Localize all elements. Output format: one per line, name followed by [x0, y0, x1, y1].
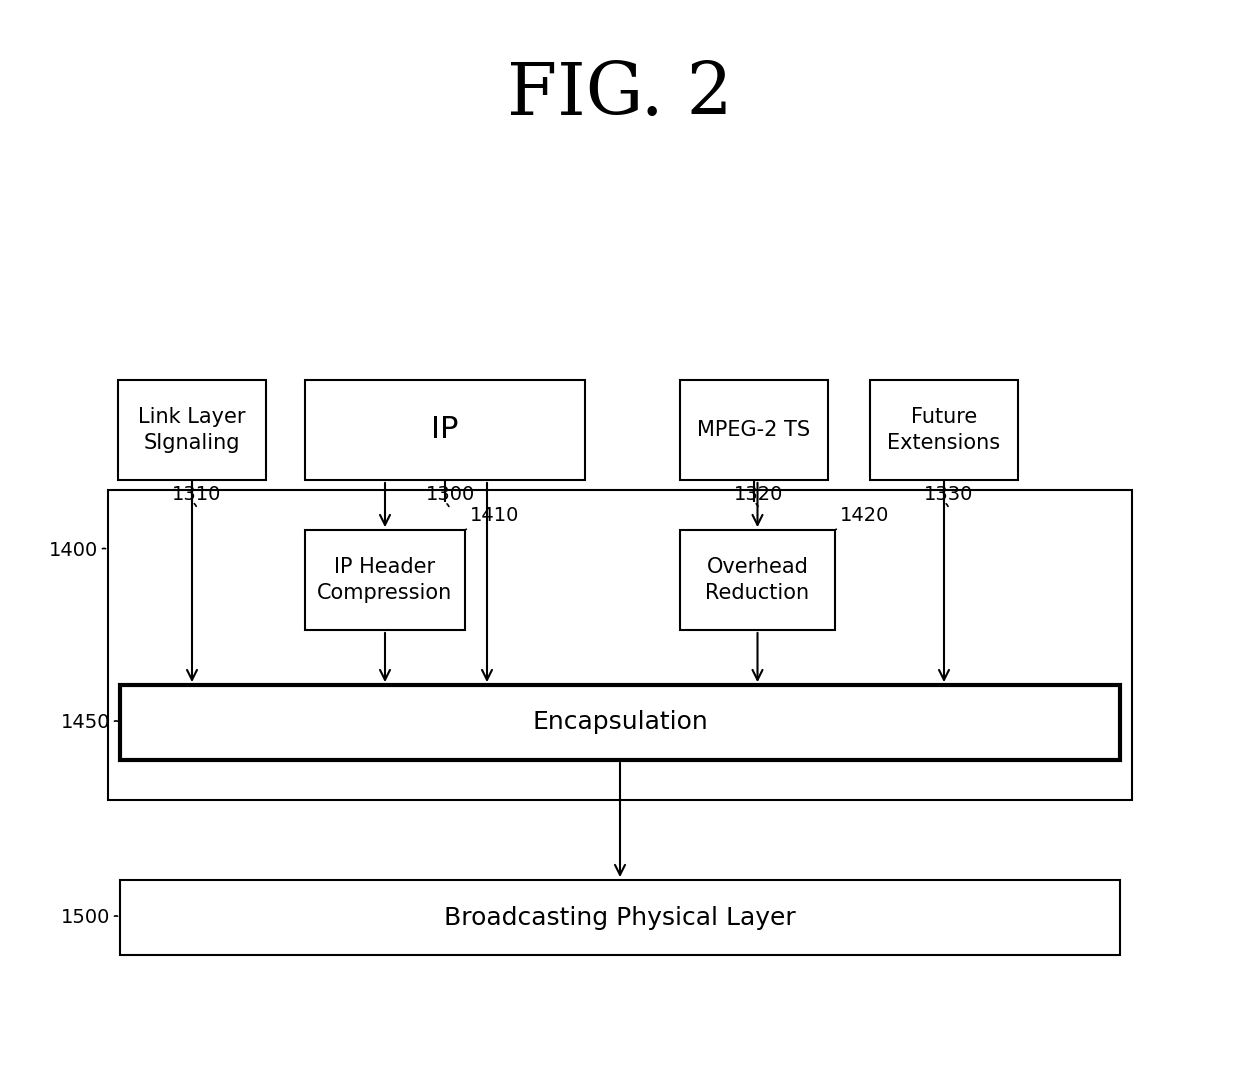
Text: 1320: 1320	[734, 485, 784, 503]
Text: 1500: 1500	[61, 908, 110, 927]
Text: FIG. 2: FIG. 2	[507, 60, 733, 130]
Bar	[680, 530, 835, 630]
Text: IP: IP	[432, 416, 459, 445]
Text: Future
Extensions: Future Extensions	[888, 407, 1001, 453]
Bar	[680, 379, 828, 480]
Bar	[120, 880, 1120, 955]
Bar	[305, 530, 465, 630]
Text: Link Layer
SIgnaling: Link Layer SIgnaling	[138, 407, 246, 453]
Text: Broadcasting Physical Layer: Broadcasting Physical Layer	[444, 905, 796, 930]
Text: Overhead
Reduction: Overhead Reduction	[706, 557, 810, 603]
Text: IP Header
Compression: IP Header Compression	[317, 557, 453, 603]
Bar	[305, 379, 585, 480]
Bar	[870, 379, 1018, 480]
Text: 1400: 1400	[48, 541, 98, 559]
Bar	[120, 685, 1120, 760]
Text: 1450: 1450	[61, 713, 110, 732]
Text: 1310: 1310	[172, 485, 222, 503]
Bar	[118, 379, 267, 480]
Text: 1300: 1300	[425, 485, 475, 503]
Text: MPEG-2 TS: MPEG-2 TS	[697, 420, 811, 440]
Text: 1330: 1330	[924, 485, 973, 503]
Text: 1410: 1410	[470, 506, 520, 525]
Text: Encapsulation: Encapsulation	[532, 711, 708, 734]
Text: 1420: 1420	[839, 506, 889, 525]
Bar	[108, 490, 1132, 800]
